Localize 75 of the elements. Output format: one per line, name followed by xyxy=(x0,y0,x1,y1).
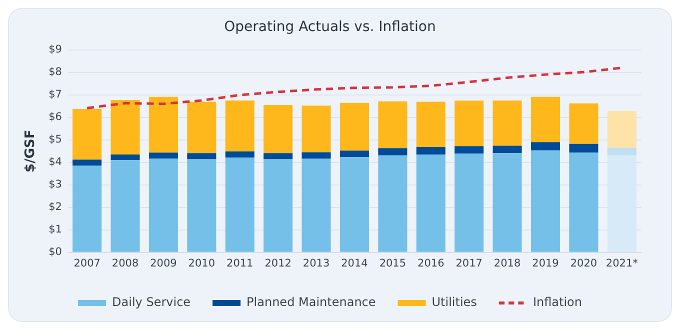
bar xyxy=(569,152,598,252)
bar xyxy=(416,154,446,252)
bar xyxy=(148,152,178,159)
bar xyxy=(148,158,178,252)
y-tick-label: $4 xyxy=(48,156,62,168)
bar xyxy=(378,101,408,148)
bar xyxy=(110,160,140,252)
bar xyxy=(187,153,216,160)
y-tick-label: $7 xyxy=(48,88,62,101)
bar xyxy=(72,160,102,166)
bar xyxy=(187,102,216,154)
x-tick-label: 2021* xyxy=(606,257,638,270)
x-tick-label: 2014 xyxy=(341,257,368,270)
bar xyxy=(110,100,140,154)
bar xyxy=(492,153,522,252)
x-tick-label: 2019 xyxy=(532,257,559,270)
bar xyxy=(530,150,560,252)
x-tick-label: 2007 xyxy=(74,257,100,270)
bar xyxy=(302,106,331,152)
bar xyxy=(264,159,293,252)
bar xyxy=(72,166,102,252)
bar xyxy=(225,151,254,158)
bar xyxy=(454,100,484,146)
y-tick-label: $1 xyxy=(48,224,62,236)
bar xyxy=(492,100,522,146)
x-tick-label: 2010 xyxy=(188,257,216,270)
x-tick-label: 2011 xyxy=(226,257,254,270)
y-tick-label: $2 xyxy=(48,201,62,214)
legend-label: Inflation xyxy=(532,295,582,310)
x-tick-label: 2012 xyxy=(264,257,292,270)
bar xyxy=(340,157,369,252)
bar xyxy=(607,148,636,156)
legend-label: Planned Maintenance xyxy=(246,295,376,310)
bar xyxy=(225,158,254,252)
bar xyxy=(340,102,369,151)
bar xyxy=(607,111,636,148)
x-tick-label: 2008 xyxy=(112,257,139,270)
bar xyxy=(302,158,331,252)
bar xyxy=(264,104,293,154)
y-tick-label: $3 xyxy=(48,178,62,191)
legend-label: Daily Service xyxy=(112,295,191,310)
bar xyxy=(569,103,598,144)
bar xyxy=(264,153,293,160)
bar xyxy=(416,147,446,154)
bar xyxy=(530,96,560,142)
bar xyxy=(187,159,216,252)
y-tick-label: $5 xyxy=(48,134,62,146)
x-tick-label: 2018 xyxy=(494,257,521,270)
bar xyxy=(378,148,408,156)
bar xyxy=(148,96,178,153)
bar xyxy=(110,154,140,160)
bar xyxy=(72,109,102,160)
bar xyxy=(569,144,598,153)
x-tick-label: 2015 xyxy=(379,257,406,270)
bar xyxy=(530,142,560,150)
x-tick-label: 2017 xyxy=(456,257,482,270)
y-tick-label: $0 xyxy=(48,246,62,258)
x-tick-label: 2020 xyxy=(570,257,598,270)
y-tick-label: $8 xyxy=(48,66,62,78)
y-tick-label: $6 xyxy=(48,111,62,124)
bar xyxy=(340,150,369,158)
bar xyxy=(454,154,484,252)
legend-label: Utilities xyxy=(432,295,477,310)
x-tick-label: 2009 xyxy=(150,257,177,270)
y-tick-label: $9 xyxy=(48,44,62,56)
bar xyxy=(225,100,254,152)
x-tick-label: 2013 xyxy=(302,257,330,270)
bar xyxy=(492,146,522,154)
bar xyxy=(454,146,484,154)
bar xyxy=(416,102,446,148)
x-tick-label: 2016 xyxy=(418,257,445,270)
chart-title: Operating Actuals vs. Inflation xyxy=(224,19,436,36)
bar xyxy=(302,152,331,159)
y-axis-title: $/GSF xyxy=(23,130,38,172)
bar xyxy=(378,155,408,252)
